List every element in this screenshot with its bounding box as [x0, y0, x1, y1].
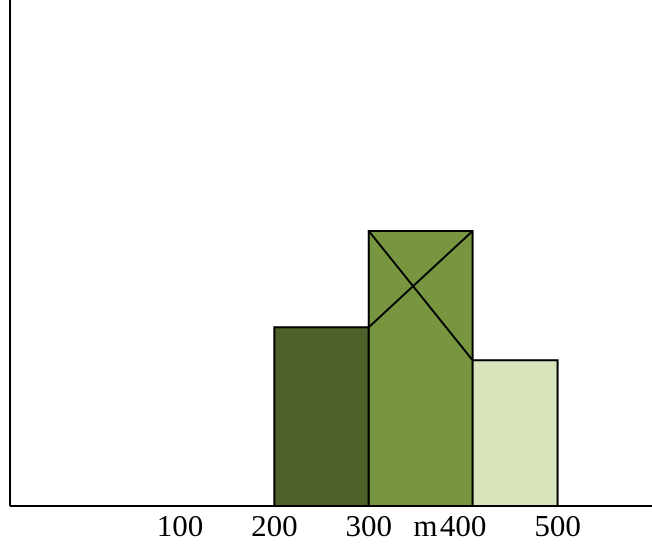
x-tick-label: 300	[346, 508, 393, 543]
histogram-bar-3	[471, 359, 559, 507]
x-tick-labels: 100 200 300 m 400 500	[157, 508, 581, 543]
mode-marker-label: m	[413, 508, 437, 543]
bars-layer	[273, 230, 559, 507]
mode-construction-line-2	[367, 230, 474, 361]
construction-lines-layer	[367, 230, 474, 361]
histogram-bar-1	[273, 326, 370, 507]
histogram-bar-2	[367, 230, 474, 507]
x-tick-label: 400	[440, 508, 487, 543]
x-tick-label: 100	[157, 508, 204, 543]
x-tick-label: 500	[534, 508, 581, 543]
mode-construction-line-1	[368, 230, 474, 328]
x-tick-label: 200	[251, 508, 298, 543]
